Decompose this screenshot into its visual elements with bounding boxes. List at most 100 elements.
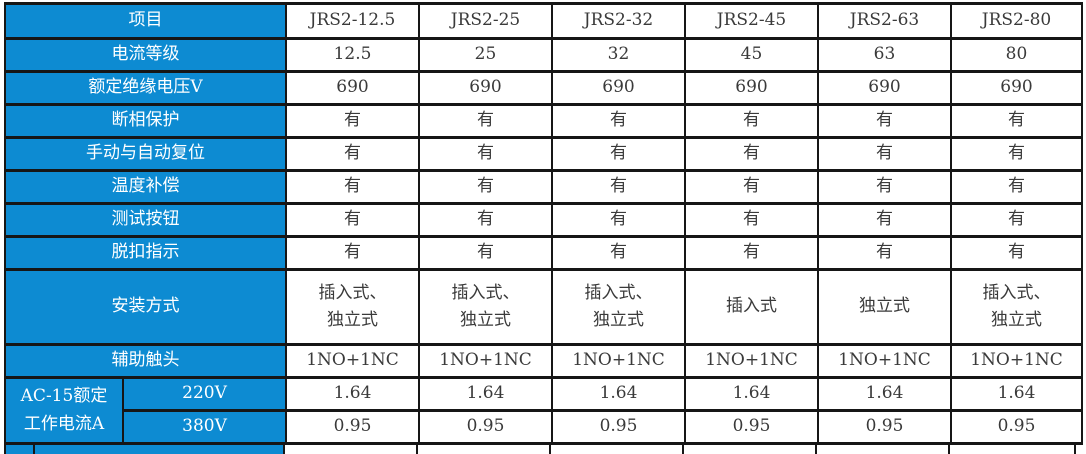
spec-cell: 690 <box>285 70 420 106</box>
spec-cell: 有 <box>817 235 952 271</box>
column-header: JRS2-25 <box>418 2 553 40</box>
spec-cell: 1.64 <box>285 376 420 412</box>
subrow-label-380v: 380V <box>122 409 287 445</box>
spec-cell: 690 <box>817 70 952 106</box>
spec-cell: 插入式、 独立式 <box>418 268 553 346</box>
spec-cell: 0.95 <box>684 409 819 445</box>
spec-cell: 有 <box>418 136 553 172</box>
spec-cell: 0.95 <box>418 409 553 445</box>
spec-table: 项目 JRS2-12.5 JRS2-25 JRS2-32 JRS2-45 JRS… <box>4 2 1083 445</box>
spec-cell: 690 <box>418 70 553 106</box>
spec-row-mounting-type: 安装方式 插入式、 独立式 插入式、 独立式 插入式、 独立式 插入式 独立式 … <box>4 268 1083 346</box>
spec-cell: 690 <box>950 70 1083 106</box>
column-header: JRS2-12.5 <box>285 2 420 40</box>
spec-cell: 1NO+1NC <box>418 343 553 379</box>
spec-cell: 25 <box>418 37 553 73</box>
row-label: 手动与自动复位 <box>4 136 287 172</box>
spec-cell: 有 <box>551 169 686 205</box>
spec-cell: 1.64 <box>950 376 1083 412</box>
group-label-ac15: AC-15额定 工作电流A <box>4 376 124 445</box>
spec-cell: 0.95 <box>285 409 420 445</box>
spec-cell: 0.95 <box>817 409 952 445</box>
partial-cell <box>682 445 815 454</box>
spec-cell: 有 <box>285 235 420 271</box>
spec-cell: 有 <box>285 103 420 139</box>
spec-cell: 插入式、 独立式 <box>285 268 420 346</box>
spec-cell: 有 <box>285 169 420 205</box>
partial-cell <box>815 445 948 454</box>
spec-cell: 1NO+1NC <box>684 343 819 379</box>
spec-row-insulation-voltage: 额定绝缘电压V 690 690 690 690 690 690 <box>4 70 1083 106</box>
spec-row-temperature-compensation: 温度补偿 有 有 有 有 有 有 <box>4 169 1083 205</box>
spec-cell: 有 <box>684 136 819 172</box>
spec-cell: 45 <box>684 37 819 73</box>
spec-cell: 0.95 <box>950 409 1083 445</box>
row-label: 断相保护 <box>4 103 287 139</box>
row-label: 脱扣指示 <box>4 235 287 271</box>
partial-cell <box>33 445 283 454</box>
spec-cell: 有 <box>684 103 819 139</box>
spec-cell: 有 <box>684 202 819 238</box>
spec-row-current-rating: 电流等级 12.5 25 32 45 63 80 <box>4 37 1083 73</box>
spec-row-manual-auto-reset: 手动与自动复位 有 有 有 有 有 有 <box>4 136 1083 172</box>
spec-cell: 插入式、 独立式 <box>551 268 686 346</box>
spec-cell: 有 <box>285 136 420 172</box>
spec-cell: 有 <box>551 136 686 172</box>
spec-row-ac15-380v: 380V 0.95 0.95 0.95 0.95 0.95 0.95 <box>5 409 1083 445</box>
spec-cell: 有 <box>950 103 1083 139</box>
spec-cell: 12.5 <box>285 37 420 73</box>
spec-cell: 插入式、 独立式 <box>950 268 1083 346</box>
spec-cell: 0.95 <box>551 409 686 445</box>
spec-cell: 1.64 <box>418 376 553 412</box>
spec-cell: 有 <box>551 235 686 271</box>
spec-cell: 690 <box>684 70 819 106</box>
spec-cell: 1NO+1NC <box>817 343 952 379</box>
spec-cell: 有 <box>684 169 819 205</box>
partial-cell <box>283 445 416 454</box>
spec-cell: 有 <box>817 169 952 205</box>
spec-cell: 有 <box>950 202 1083 238</box>
spec-row-phase-failure-protection: 断相保护 有 有 有 有 有 有 <box>4 103 1083 139</box>
spec-row-test-button: 测试按钮 有 有 有 有 有 有 <box>4 202 1083 238</box>
spec-cell: 有 <box>418 202 553 238</box>
spec-row-auxiliary-contacts: 辅助触头 1NO+1NC 1NO+1NC 1NO+1NC 1NO+1NC 1NO… <box>4 343 1083 379</box>
spec-cell: 32 <box>551 37 686 73</box>
spec-cell: 1.64 <box>551 376 686 412</box>
spec-cell: 有 <box>418 235 553 271</box>
item-header-cell: 项目 <box>4 2 287 40</box>
spec-cell: 有 <box>551 202 686 238</box>
row-label: 测试按钮 <box>4 202 287 238</box>
spec-cell: 1.64 <box>817 376 952 412</box>
spec-cell: 1NO+1NC <box>551 343 686 379</box>
row-label: 电流等级 <box>4 37 287 73</box>
row-label: 额定绝缘电压V <box>4 70 287 106</box>
partial-cell <box>549 445 682 454</box>
spec-cell: 有 <box>551 103 686 139</box>
table-header-row: 项目 JRS2-12.5 JRS2-25 JRS2-32 JRS2-45 JRS… <box>4 2 1083 40</box>
spec-cell: 有 <box>684 235 819 271</box>
partial-cell <box>4 445 33 454</box>
column-header: JRS2-45 <box>684 2 819 40</box>
partial-cell <box>948 445 1076 454</box>
spec-cell: 有 <box>418 103 553 139</box>
spec-cell: 插入式 <box>684 268 819 346</box>
row-label: 温度补偿 <box>4 169 287 205</box>
row-label: 辅助触头 <box>4 343 287 379</box>
spec-cell: 1NO+1NC <box>950 343 1083 379</box>
spec-table-wrapper: 项目 JRS2-12.5 JRS2-25 JRS2-32 JRS2-45 JRS… <box>4 2 1083 454</box>
spec-cell: 有 <box>950 136 1083 172</box>
spec-row-ac15-220v: AC-15额定 工作电流A 220V 1.64 1.64 1.64 1.64 1… <box>4 376 1083 445</box>
subrow-label-220v: 220V <box>122 376 287 412</box>
spec-cell: 有 <box>285 202 420 238</box>
spec-cell: 有 <box>950 169 1083 205</box>
partial-next-row <box>4 445 1081 454</box>
spec-cell: 有 <box>817 136 952 172</box>
spec-cell: 有 <box>817 202 952 238</box>
row-label: 安装方式 <box>4 268 287 346</box>
spec-cell: 1.64 <box>684 376 819 412</box>
column-header: JRS2-63 <box>817 2 952 40</box>
spec-cell: 独立式 <box>817 268 952 346</box>
spec-cell: 1NO+1NC <box>285 343 420 379</box>
spec-cell: 有 <box>418 169 553 205</box>
spec-cell: 有 <box>950 235 1083 271</box>
